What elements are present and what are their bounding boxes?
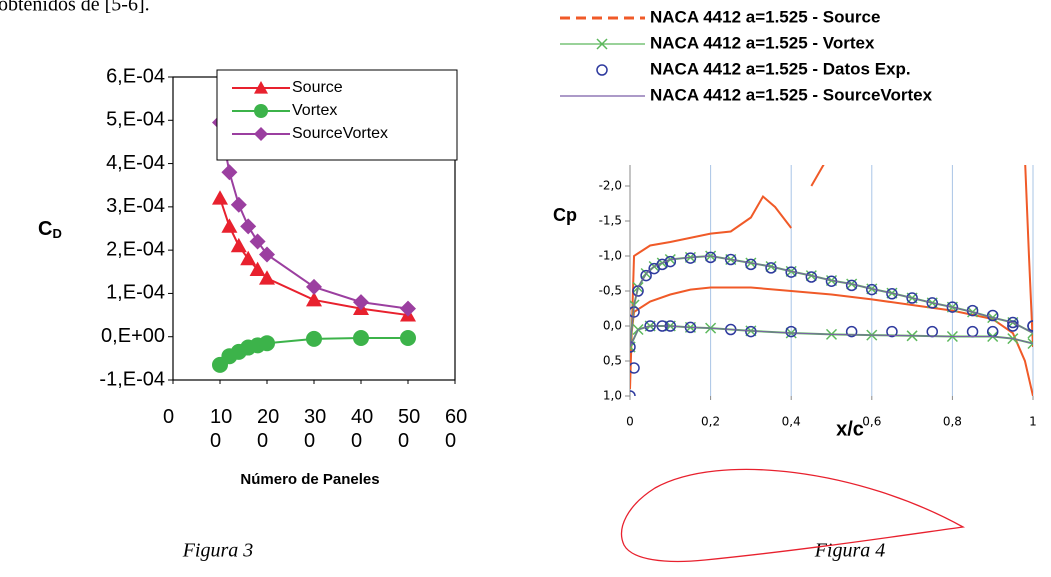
legend-label: Vortex [292,102,337,119]
caption: Figura 3 [182,540,254,562]
x-tick-label: 100 [210,406,233,452]
marker [966,325,979,338]
x-tick-label: 200 [257,406,280,452]
marker [221,164,238,181]
y-tick-label: 1,E-04 [106,282,165,304]
x-tick-label: 0 [163,406,175,428]
y-tick-label: 4,E-04 [106,152,165,174]
y-tick-label: -1,0 [599,249,622,263]
marker [704,251,717,264]
legend-label: SourceVortex [292,125,388,142]
marker [986,325,999,338]
legend-label: Source [292,79,343,96]
y-tick-label: 0,5 [603,354,622,368]
marker [259,270,275,285]
marker [1027,337,1033,350]
x-tick-label: 0,4 [782,415,801,429]
x-tick-label: 400 [351,406,374,452]
y-tick-label: 2,E-04 [106,238,165,260]
marker [596,38,608,50]
y-tick-label: 0,0 [603,319,622,333]
y-tick-label: -0,5 [599,284,622,298]
y-axis-label: CD [38,218,62,241]
marker [254,104,268,118]
marker [400,300,416,317]
x-tick-label: 0,8 [943,415,962,429]
x-tick-label: 0,6 [862,415,881,429]
x-tick-label: 500 [398,406,421,452]
marker [306,278,322,295]
marker [259,246,275,263]
marker [353,294,369,311]
marker [249,261,266,277]
marker [1007,320,1019,332]
marker [1027,320,1033,332]
x-axis-label: x/c [836,418,864,440]
marker [986,309,999,322]
x-tick-label: 0,2 [701,415,720,429]
marker [630,362,640,374]
marker [725,253,737,266]
plot-area [630,165,1033,396]
marker [221,218,238,233]
legend-label: NACA 4412 a=1.525 - Source [650,7,880,26]
marker [306,330,322,347]
marker [886,288,898,300]
y-axis-label: Cp [553,205,577,225]
x-tick-label: 0 [626,415,634,429]
marker [946,301,959,313]
marker [906,292,918,304]
marker [632,285,644,297]
marker [656,258,668,271]
marker [845,325,858,338]
marker [785,325,797,338]
marker [306,291,322,307]
marker [212,190,228,205]
y-tick-label: -1,5 [599,214,622,228]
legend-label: NACA 4412 a=1.525 - Vortex [650,33,875,52]
y-tick-label: -2,0 [599,179,622,193]
marker [230,196,247,213]
y-tick-label: 1,0 [603,389,622,403]
series-line [630,165,1033,396]
series-line [630,255,1033,348]
x-tick-label: 300 [304,406,327,452]
y-tick-label: 6,E-04 [106,65,165,87]
x-axis-label: Número de Paneles [240,471,379,488]
y-tick-label: 3,E-04 [106,195,165,217]
x-tick-label: 1 [1029,415,1037,429]
legend-label: NACA 4412 a=1.525 - SourceVortex [650,85,933,104]
marker [400,330,416,347]
y-tick-label: 0,E+00 [101,325,165,347]
x-tick-label: 600 [445,406,468,452]
marker [240,218,257,235]
marker [630,341,636,353]
marker [596,64,608,76]
marker [926,325,938,338]
marker [254,81,268,94]
marker [240,250,257,266]
marker [254,127,268,141]
marker [1007,316,1019,329]
legend-label: NACA 4412 a=1.525 - Datos Exp. [650,59,911,78]
marker [640,269,652,282]
marker [886,325,898,338]
y-tick-label: 5,E-04 [106,109,165,131]
marker [249,233,266,250]
marker [926,297,938,309]
marker [259,335,275,352]
airfoil-outline [620,468,966,563]
marker [230,237,247,253]
marker [745,258,757,271]
plot-area [212,114,416,373]
body-text: obtenidos de [5-6]. [0,0,150,16]
y-tick-label: -1,E-04 [99,368,165,390]
marker [353,330,369,347]
